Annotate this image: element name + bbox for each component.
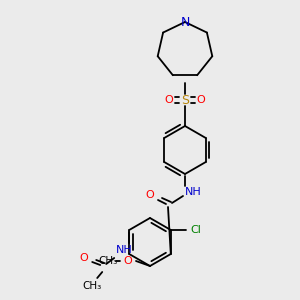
Text: N: N: [180, 16, 190, 28]
Text: S: S: [181, 94, 189, 106]
Text: CH₃: CH₃: [98, 256, 118, 266]
Text: O: O: [124, 256, 132, 266]
Text: O: O: [80, 253, 88, 263]
Text: NH: NH: [184, 187, 201, 197]
Text: Cl: Cl: [190, 225, 201, 235]
Text: O: O: [146, 190, 154, 200]
Text: CH₃: CH₃: [82, 281, 102, 291]
Text: NH: NH: [116, 245, 133, 255]
Text: O: O: [196, 95, 206, 105]
Text: O: O: [165, 95, 173, 105]
